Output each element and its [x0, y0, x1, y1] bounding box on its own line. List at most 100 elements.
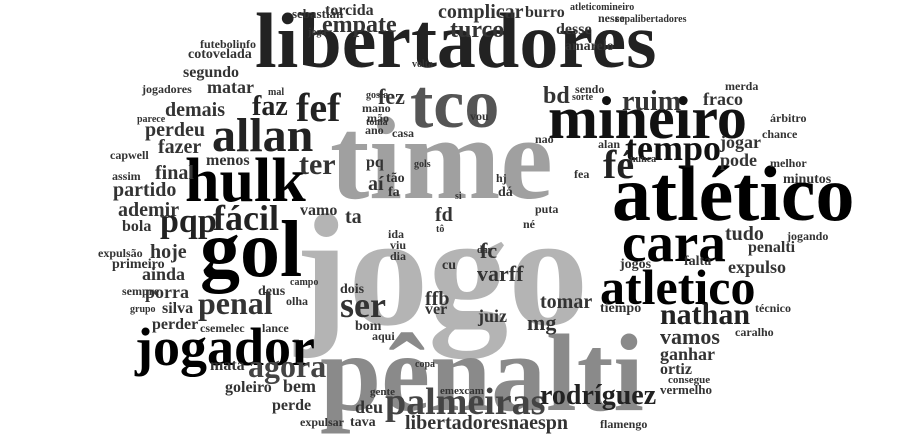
word-5: gol	[200, 206, 303, 294]
word-127: vou	[470, 109, 489, 123]
word-147: tô	[436, 224, 445, 235]
word-71: expulso	[728, 257, 787, 277]
word-18: penal	[198, 285, 273, 321]
word-42: ainda	[142, 264, 186, 284]
word-110: minutos	[783, 172, 832, 187]
word-54: ganhar	[660, 344, 716, 364]
word-142: fa	[388, 185, 400, 200]
word-7: mineiro	[548, 85, 747, 151]
word-77: burro	[525, 4, 565, 21]
word-101: flamengo	[600, 417, 648, 431]
word-135: né	[523, 217, 535, 231]
word-17: fácil	[213, 198, 279, 238]
word-55: ortiz	[660, 361, 692, 378]
word-16: tempo	[625, 128, 721, 168]
word-66: vamo	[300, 202, 338, 219]
word-95: campo	[290, 277, 319, 288]
word-32: libertadoresnaespn	[405, 412, 568, 434]
word-148: parece	[137, 114, 166, 125]
word-72: pode	[720, 150, 758, 170]
word-1: time	[330, 93, 553, 224]
word-93: deus	[258, 284, 286, 299]
word-106: falta	[684, 254, 712, 269]
word-22: rodríguez	[540, 380, 657, 411]
word-14: fef	[296, 85, 341, 130]
word-118: joga	[308, 27, 327, 38]
word-20: agora	[248, 348, 327, 384]
word-58: mg	[527, 310, 557, 335]
word-86: assim	[112, 169, 141, 183]
word-39: partido	[113, 179, 177, 201]
word-49: perde	[272, 397, 312, 414]
word-139: si	[455, 191, 462, 202]
word-90: sempre	[122, 284, 160, 298]
word-24: faz	[252, 91, 288, 122]
word-82: cotovelada	[188, 47, 252, 62]
word-81: matar	[207, 77, 254, 97]
word-19: ser	[340, 285, 386, 325]
word-123: mano	[362, 101, 391, 115]
word-13: palmeiras	[385, 381, 546, 423]
word-116: atleticomineiro	[570, 2, 635, 13]
word-21: nathan	[660, 298, 751, 331]
word-138: hj	[496, 171, 507, 185]
word-98: gente	[370, 386, 396, 398]
word-23: pqp	[160, 203, 217, 240]
word-62: cu	[442, 258, 456, 273]
word-120: mal	[268, 87, 285, 98]
word-117: nesse	[598, 11, 625, 25]
word-38: final	[155, 162, 194, 184]
word-37: menos	[206, 152, 250, 169]
word-34: demais	[165, 99, 225, 121]
word-124: mão	[367, 111, 389, 125]
word-50: deu	[355, 397, 384, 417]
word-48: bem	[283, 376, 316, 396]
word-89: primeiro	[112, 257, 165, 272]
word-30: turco	[450, 17, 505, 43]
word-9: cara	[622, 212, 726, 273]
word-146: dia	[390, 249, 407, 263]
word-84: jogadores	[142, 82, 192, 96]
word-92: csemelec	[200, 321, 245, 335]
word-28: bd	[543, 83, 570, 109]
word-15: fé	[603, 142, 635, 187]
word-2: pênalti	[320, 312, 644, 434]
word-44: silva	[162, 300, 194, 317]
word-26: empate	[322, 12, 397, 38]
word-141: tão	[386, 171, 405, 186]
word-78: torcida	[325, 2, 374, 19]
word-132: nunca	[630, 154, 657, 165]
word-129: sorte	[572, 92, 594, 103]
word-83: futebolinfo	[200, 37, 257, 51]
word-91: grupo	[130, 304, 156, 315]
word-52: expulsar	[300, 415, 345, 429]
word-33: varff	[477, 261, 524, 286]
word-144: ida	[388, 227, 405, 241]
word-64: aí	[368, 173, 384, 195]
word-112: chance	[762, 127, 798, 141]
word-40: ademir	[118, 199, 180, 221]
word-109: caralho	[735, 325, 774, 339]
word-29: fez	[378, 84, 405, 109]
word-68: bom	[355, 319, 382, 334]
word-76: amarelo	[565, 39, 614, 54]
word-131: alan	[598, 137, 621, 151]
word-74: fraco	[703, 89, 743, 109]
word-108: técnico	[755, 301, 791, 315]
word-145: viu	[390, 238, 407, 252]
word-136: dar	[477, 245, 492, 256]
word-130: nao	[535, 132, 554, 146]
word-115: copalibertadores	[615, 14, 687, 25]
word-96: lance	[262, 321, 289, 335]
word-113: árbitro	[770, 111, 807, 125]
word-75: desse	[556, 21, 592, 38]
word-25: ter	[299, 148, 336, 181]
word-79: sebastián	[292, 6, 344, 21]
word-111: melhor	[770, 156, 807, 170]
word-12: atletico	[600, 259, 756, 315]
word-65: ta	[345, 206, 362, 228]
word-140: gols	[414, 159, 431, 170]
word-114: merda	[725, 79, 759, 93]
word-87: bola	[122, 218, 152, 235]
word-122: toma	[366, 117, 388, 128]
